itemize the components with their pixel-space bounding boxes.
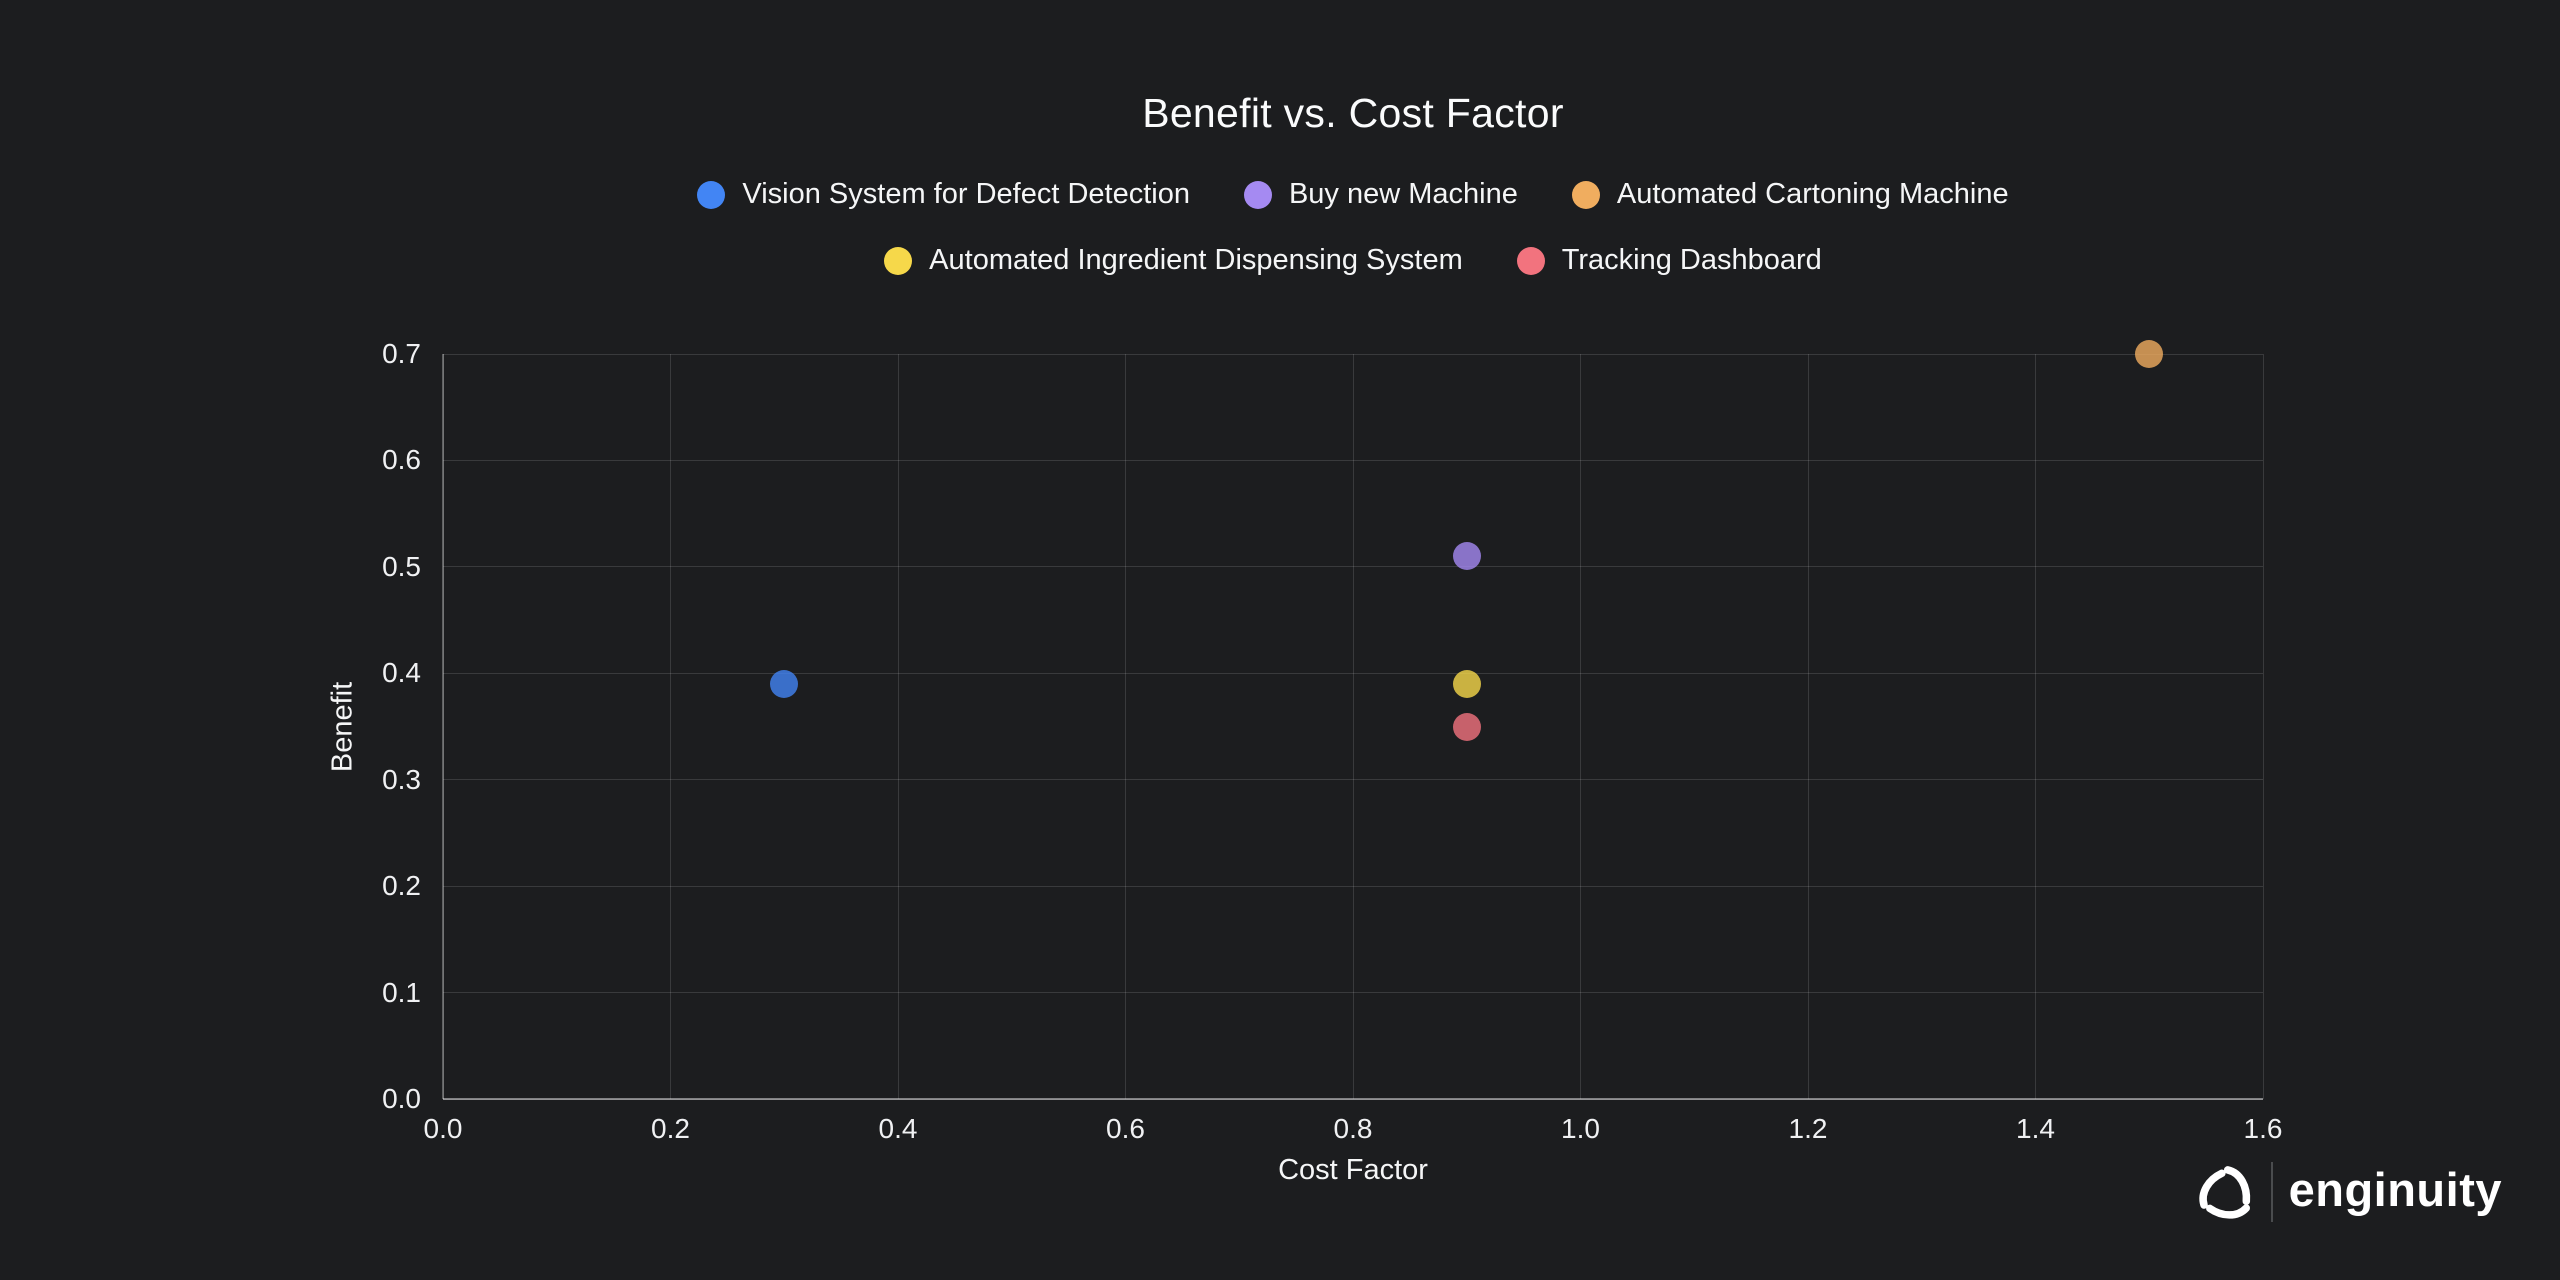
y-axis-line [442,354,444,1099]
chart-title: Benefit vs. Cost Factor [1142,90,1564,136]
legend-item-buy-new-machine[interactable]: Buy new Machine [1243,178,1518,211]
legend-marker-icon [884,246,913,275]
x-gridline [897,354,899,1099]
x-gridline [442,354,444,1099]
x-tick-label: 0.4 [878,1113,918,1144]
data-point[interactable] [770,669,799,698]
x-gridline [1352,354,1354,1099]
logo-text: enginuity [2288,1162,2502,1216]
x-axis-title: Cost Factor [1278,1154,1428,1186]
legend-label: Automated Ingredient Dispensing System [929,244,1463,276]
y-tick-label: 0.4 [382,657,421,689]
x-tick-label: 1.0 [1561,1113,1600,1144]
x-gridline [670,354,671,1099]
y-gridline [443,1098,2263,1100]
legend-marker-icon [1516,246,1545,275]
legend-label: Automated Cartoning Machine [1616,178,2009,210]
legend-label: Tracking Dashboard [1561,244,1822,276]
x-gridline [1125,354,1126,1099]
y-gridline [443,459,2263,461]
y-tick-label: 0.5 [382,550,421,582]
y-gridline [443,992,2263,994]
legend-item-vision-system[interactable]: Vision System for Defect Detection [697,178,1190,211]
x-tick-label: 1.6 [2243,1113,2283,1144]
x-tick-label: 1.2 [1788,1113,1828,1144]
legend-marker-icon [1571,180,1600,209]
y-axis-title: Benefit [326,681,359,773]
legend-label: Buy new Machine [1288,178,1518,210]
legend: Vision System for Defect Detection Buy n… [443,178,2263,277]
x-tick-label: 0.6 [1106,1113,1145,1144]
plot-area [442,340,2264,1100]
brand-logo: enginuity [2197,1162,2502,1222]
y-tick-label: 0.0 [382,1083,421,1114]
y-gridline [443,566,2263,568]
data-point[interactable] [1452,669,1481,698]
legend-item-ingredient-dispensing[interactable]: Automated Ingredient Dispensing System [884,244,1463,277]
y-tick-label: 0.2 [382,870,421,902]
y-gridline [443,885,2263,887]
legend-item-automated-cartoning[interactable]: Automated Cartoning Machine [1571,178,2009,211]
legend-label: Vision System for Defect Detection [742,178,1190,210]
x-gridline [2035,354,2036,1099]
y-tick-label: 0.6 [382,444,421,476]
x-tick-label: 0.0 [423,1113,463,1144]
x-gridline [1580,354,1581,1099]
y-gridline [443,779,2263,781]
x-tick-label: 1.4 [2016,1113,2055,1144]
y-tick-label: 0.3 [382,763,421,795]
x-gridline [1807,354,1809,1099]
legend-marker-icon [1243,180,1272,209]
x-tick-label: 0.2 [651,1113,690,1144]
x-gridline [2262,354,2264,1099]
enginuity-logo-icon [2198,1166,2250,1219]
x-tick-label: 0.8 [1333,1113,1373,1144]
data-point[interactable] [2135,340,2164,368]
legend-row-1: Vision System for Defect Detection Buy n… [697,178,2009,211]
y-tick-label: 0.1 [382,976,421,1008]
data-point[interactable] [1452,542,1481,571]
y-tick-label: 0.7 [382,338,421,369]
data-point[interactable] [1452,712,1481,741]
x-axis-line [443,1098,2263,1100]
legend-row-2: Automated Ingredient Dispensing System T… [884,244,1822,277]
y-gridline [443,672,2263,674]
y-gridline [443,353,2263,355]
logo-divider [2270,1162,2273,1222]
legend-marker-icon [697,180,726,209]
legend-item-tracking-dashboard[interactable]: Tracking Dashboard [1516,244,1822,277]
